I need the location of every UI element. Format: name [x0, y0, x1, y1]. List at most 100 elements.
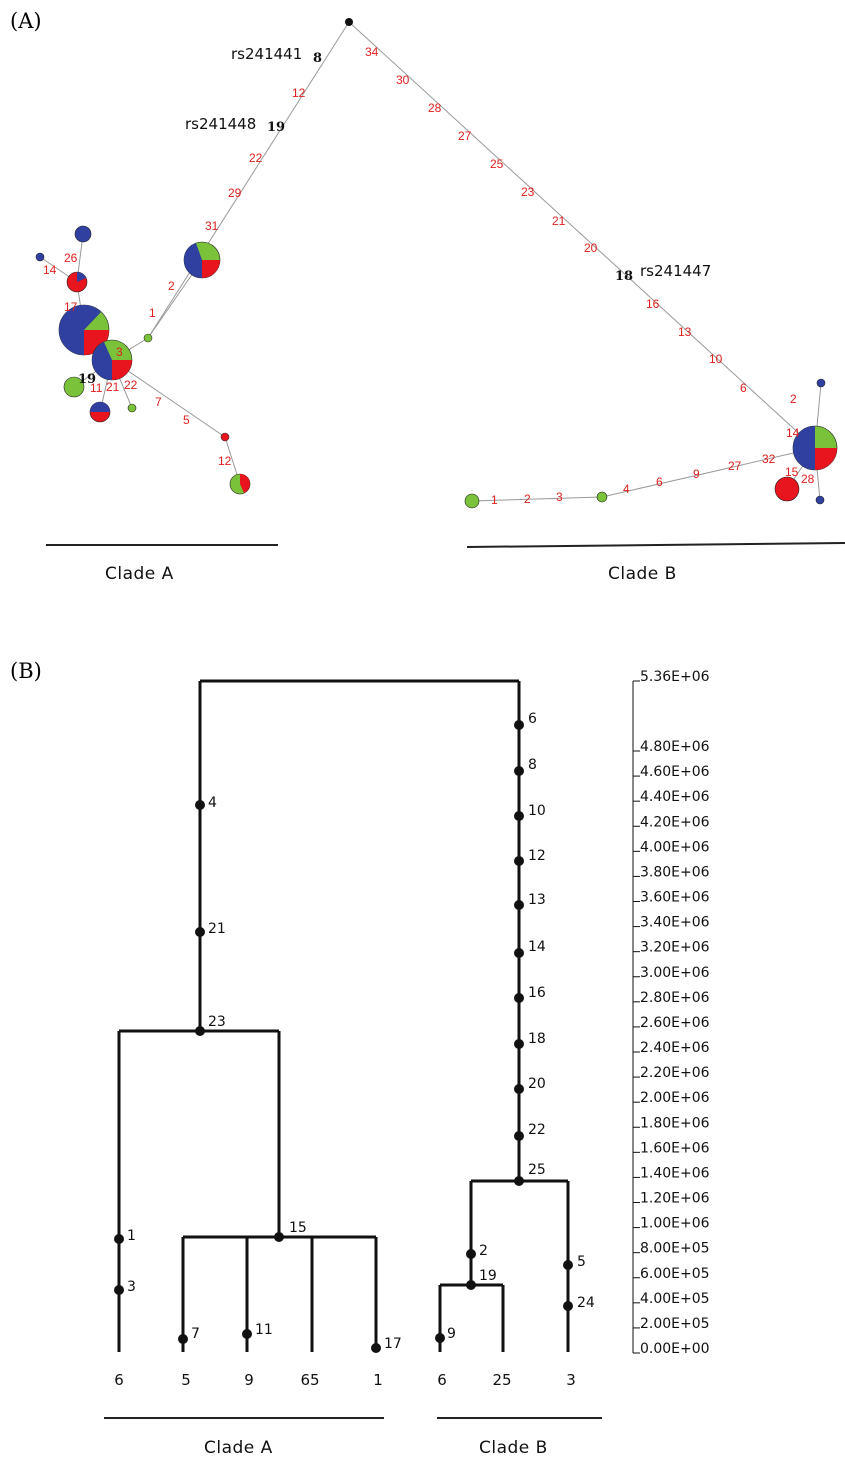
node-label: 16 — [528, 985, 546, 1001]
mutation-label: 17 — [64, 300, 78, 314]
mutation-label: 27 — [458, 129, 472, 143]
panel-a-label: (A) — [10, 9, 42, 33]
mutation-label: 1 — [491, 493, 498, 507]
pie-node-6 — [229, 473, 251, 495]
snp-label: rs241448 — [185, 115, 256, 133]
small-green-node-b — [596, 491, 608, 503]
mutation-label: 26 — [64, 251, 78, 265]
mutation-label: 34 — [365, 45, 379, 59]
node-label: 17 — [384, 1336, 402, 1352]
scale-tick-label: 4.80E+06 — [640, 739, 710, 755]
mutation-label: 13 — [678, 325, 692, 339]
scale-tick-label: 4.00E+05 — [640, 1291, 710, 1307]
mutation-label: 4 — [623, 482, 630, 496]
node-label: 6 — [528, 711, 537, 727]
mutation-label: 9 — [693, 467, 700, 481]
mutation-label: 29 — [228, 186, 242, 200]
node-label: 3 — [127, 1279, 136, 1295]
red-node-b — [774, 476, 800, 502]
panel-b-label: (B) — [10, 659, 42, 683]
scale-tick-label: 2.00E+05 — [640, 1316, 710, 1332]
mutation-label: 1 — [149, 306, 156, 320]
node-label: 11 — [255, 1322, 273, 1338]
clade-b-title: Clade B — [608, 564, 677, 584]
mutation-label: 28 — [801, 472, 815, 486]
scale-tick-label: 3.60E+06 — [640, 890, 710, 906]
leaf-count: 5 — [181, 1371, 191, 1389]
leaf-count: 6 — [114, 1371, 124, 1389]
mutation-label: 3 — [556, 490, 563, 504]
mutation-label: 11 — [90, 381, 103, 395]
scale-tick-label: 4.20E+06 — [640, 814, 710, 830]
node-label: 8 — [528, 757, 537, 773]
node-label: 10 — [528, 803, 546, 819]
scale-tick-label: 2.20E+06 — [640, 1065, 710, 1081]
scale-tick-label: 3.80E+06 — [640, 864, 710, 880]
mutation-label: 28 — [428, 101, 442, 115]
mutation-label: 2 — [524, 492, 531, 506]
scale-tick-label: 2.00E+06 — [640, 1090, 710, 1106]
scale-tick-label: 3.00E+06 — [640, 965, 710, 981]
mutation-label: 3 — [116, 345, 123, 359]
node-label: 2 — [479, 1243, 488, 1259]
network-nodes — [35, 18, 838, 509]
mutation-label: 14 — [786, 426, 800, 440]
scale-tick-label: 3.20E+06 — [640, 940, 710, 956]
mutation-label: 23 — [521, 185, 535, 199]
mutation-label: 21 — [552, 214, 566, 228]
mutation-label: 10 — [709, 352, 723, 366]
mutation-label: 22 — [249, 151, 263, 165]
blue-node — [74, 225, 92, 243]
pie-node-7 — [792, 425, 838, 471]
mutation-label: 15 — [785, 465, 799, 479]
node-label: 21 — [208, 921, 226, 937]
node-label: 1 — [127, 1228, 136, 1244]
mutation-label: 19 — [78, 372, 96, 387]
clade-a-title: Clade A — [105, 564, 174, 584]
scale-tick-label: 4.00E+06 — [640, 839, 710, 855]
leaf-count: 6 — [437, 1371, 447, 1389]
pie-node-5 — [89, 401, 111, 423]
node-label: 23 — [208, 1014, 226, 1030]
small-green-node-2 — [127, 403, 137, 413]
mutation-label: 12 — [292, 86, 306, 100]
mutation-label: 19 — [267, 120, 285, 135]
scale-tick-label: 8.00E+05 — [640, 1241, 710, 1257]
node-label: 22 — [528, 1122, 546, 1138]
mutation-label: 27 — [728, 459, 742, 473]
node-label: 19 — [479, 1268, 497, 1284]
small-blue-node-b2 — [815, 495, 825, 505]
node-label: 5 — [577, 1254, 586, 1270]
scale-tick-label: 5.36E+06 — [640, 669, 710, 685]
leaf-count: 25 — [492, 1371, 511, 1389]
node-label: 20 — [528, 1076, 546, 1092]
mutation-label: 14 — [43, 263, 57, 277]
scale-tick-label: 3.40E+06 — [640, 915, 710, 931]
node-label: 25 — [528, 1162, 546, 1178]
node-label: 14 — [528, 939, 546, 955]
scale-tick-label: 2.80E+06 — [640, 990, 710, 1006]
scale-tick-label: 1.60E+06 — [640, 1140, 710, 1156]
scale-tick-label: 6.00E+05 — [640, 1266, 710, 1282]
dendrogram-nodes — [114, 720, 573, 1353]
mutation-label: 7 — [155, 395, 162, 409]
green-node-b — [464, 493, 480, 509]
mutation-label: 21 — [106, 380, 120, 394]
scale-tick-label: 4.40E+06 — [640, 789, 710, 805]
leaf-count: 3 — [566, 1371, 576, 1389]
green-node — [63, 376, 85, 398]
snp-label: rs241447 — [640, 262, 711, 280]
node-label: 15 — [289, 1220, 307, 1236]
root-node — [345, 18, 353, 26]
mutation-label: 8 — [313, 51, 322, 66]
small-red-node — [220, 432, 230, 442]
leaf-count: 65 — [300, 1371, 319, 1389]
small-blue-node-b — [816, 378, 826, 388]
pie-node-1 — [183, 241, 221, 279]
scale-tick-label: 1.20E+06 — [640, 1191, 710, 1207]
dendrogram — [117, 679, 570, 1352]
pie-node-3 — [91, 339, 133, 381]
clade-a-title-b: Clade A — [204, 1438, 273, 1458]
small-green-node — [143, 333, 153, 343]
